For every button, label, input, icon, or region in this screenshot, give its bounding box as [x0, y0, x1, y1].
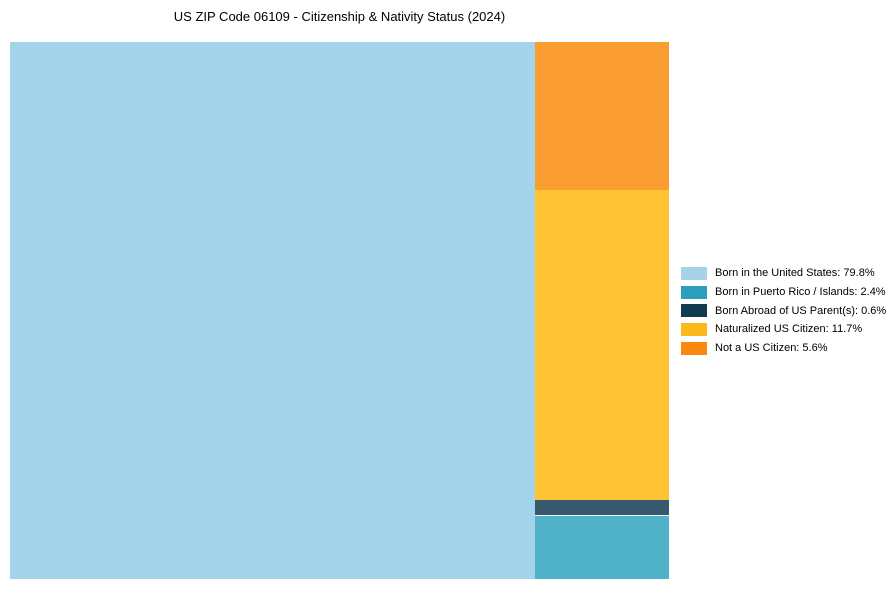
legend-item-born-in-the-united-states[interactable]: Born in the United States: 79.8%: [681, 264, 886, 283]
legend-item-label: Naturalized US Citizen: 11.7%: [715, 323, 863, 336]
legend-swatch-icon: [681, 341, 707, 355]
treemap-block-naturalized-us-citizen[interactable]: [535, 190, 669, 500]
treemap-block-not-a-us-citizen[interactable]: [535, 42, 669, 191]
treemap-plot: [10, 42, 669, 579]
treemap-block-born-in-puerto-rico-islands[interactable]: [535, 515, 669, 579]
legend-item-naturalized-us-citizen[interactable]: Naturalized US Citizen: 11.7%: [681, 320, 886, 339]
legend-swatch-icon: [681, 266, 707, 280]
legend-swatch-icon: [681, 304, 707, 318]
treemap-block-born-in-the-united-states[interactable]: [10, 42, 536, 579]
treemap-block-born-abroad-of-us-parent-s[interactable]: [535, 499, 669, 516]
legend-item-label: Not a US Citizen: 5.6%: [715, 342, 828, 355]
legend: Born in the United States: 79.8% Born in …: [681, 264, 886, 357]
legend-item-not-a-us-citizen[interactable]: Not a US Citizen: 5.6%: [681, 339, 886, 358]
legend-swatch-icon: [681, 322, 707, 336]
chart-title: US ZIP Code 06109 - Citizenship & Nativi…: [173, 9, 506, 24]
legend-item-born-in-puerto-rico-islands[interactable]: Born in Puerto Rico / Islands: 2.4%: [681, 283, 886, 302]
legend-item-label: Born in the United States: 79.8%: [715, 267, 875, 280]
legend-item-born-abroad-of-us-parent-s[interactable]: Born Abroad of US Parent(s): 0.6%: [681, 301, 886, 320]
legend-item-label: Born Abroad of US Parent(s): 0.6%: [715, 304, 887, 317]
legend-swatch-icon: [681, 285, 707, 299]
legend-item-label: Born in Puerto Rico / Islands: 2.4%: [715, 286, 886, 299]
